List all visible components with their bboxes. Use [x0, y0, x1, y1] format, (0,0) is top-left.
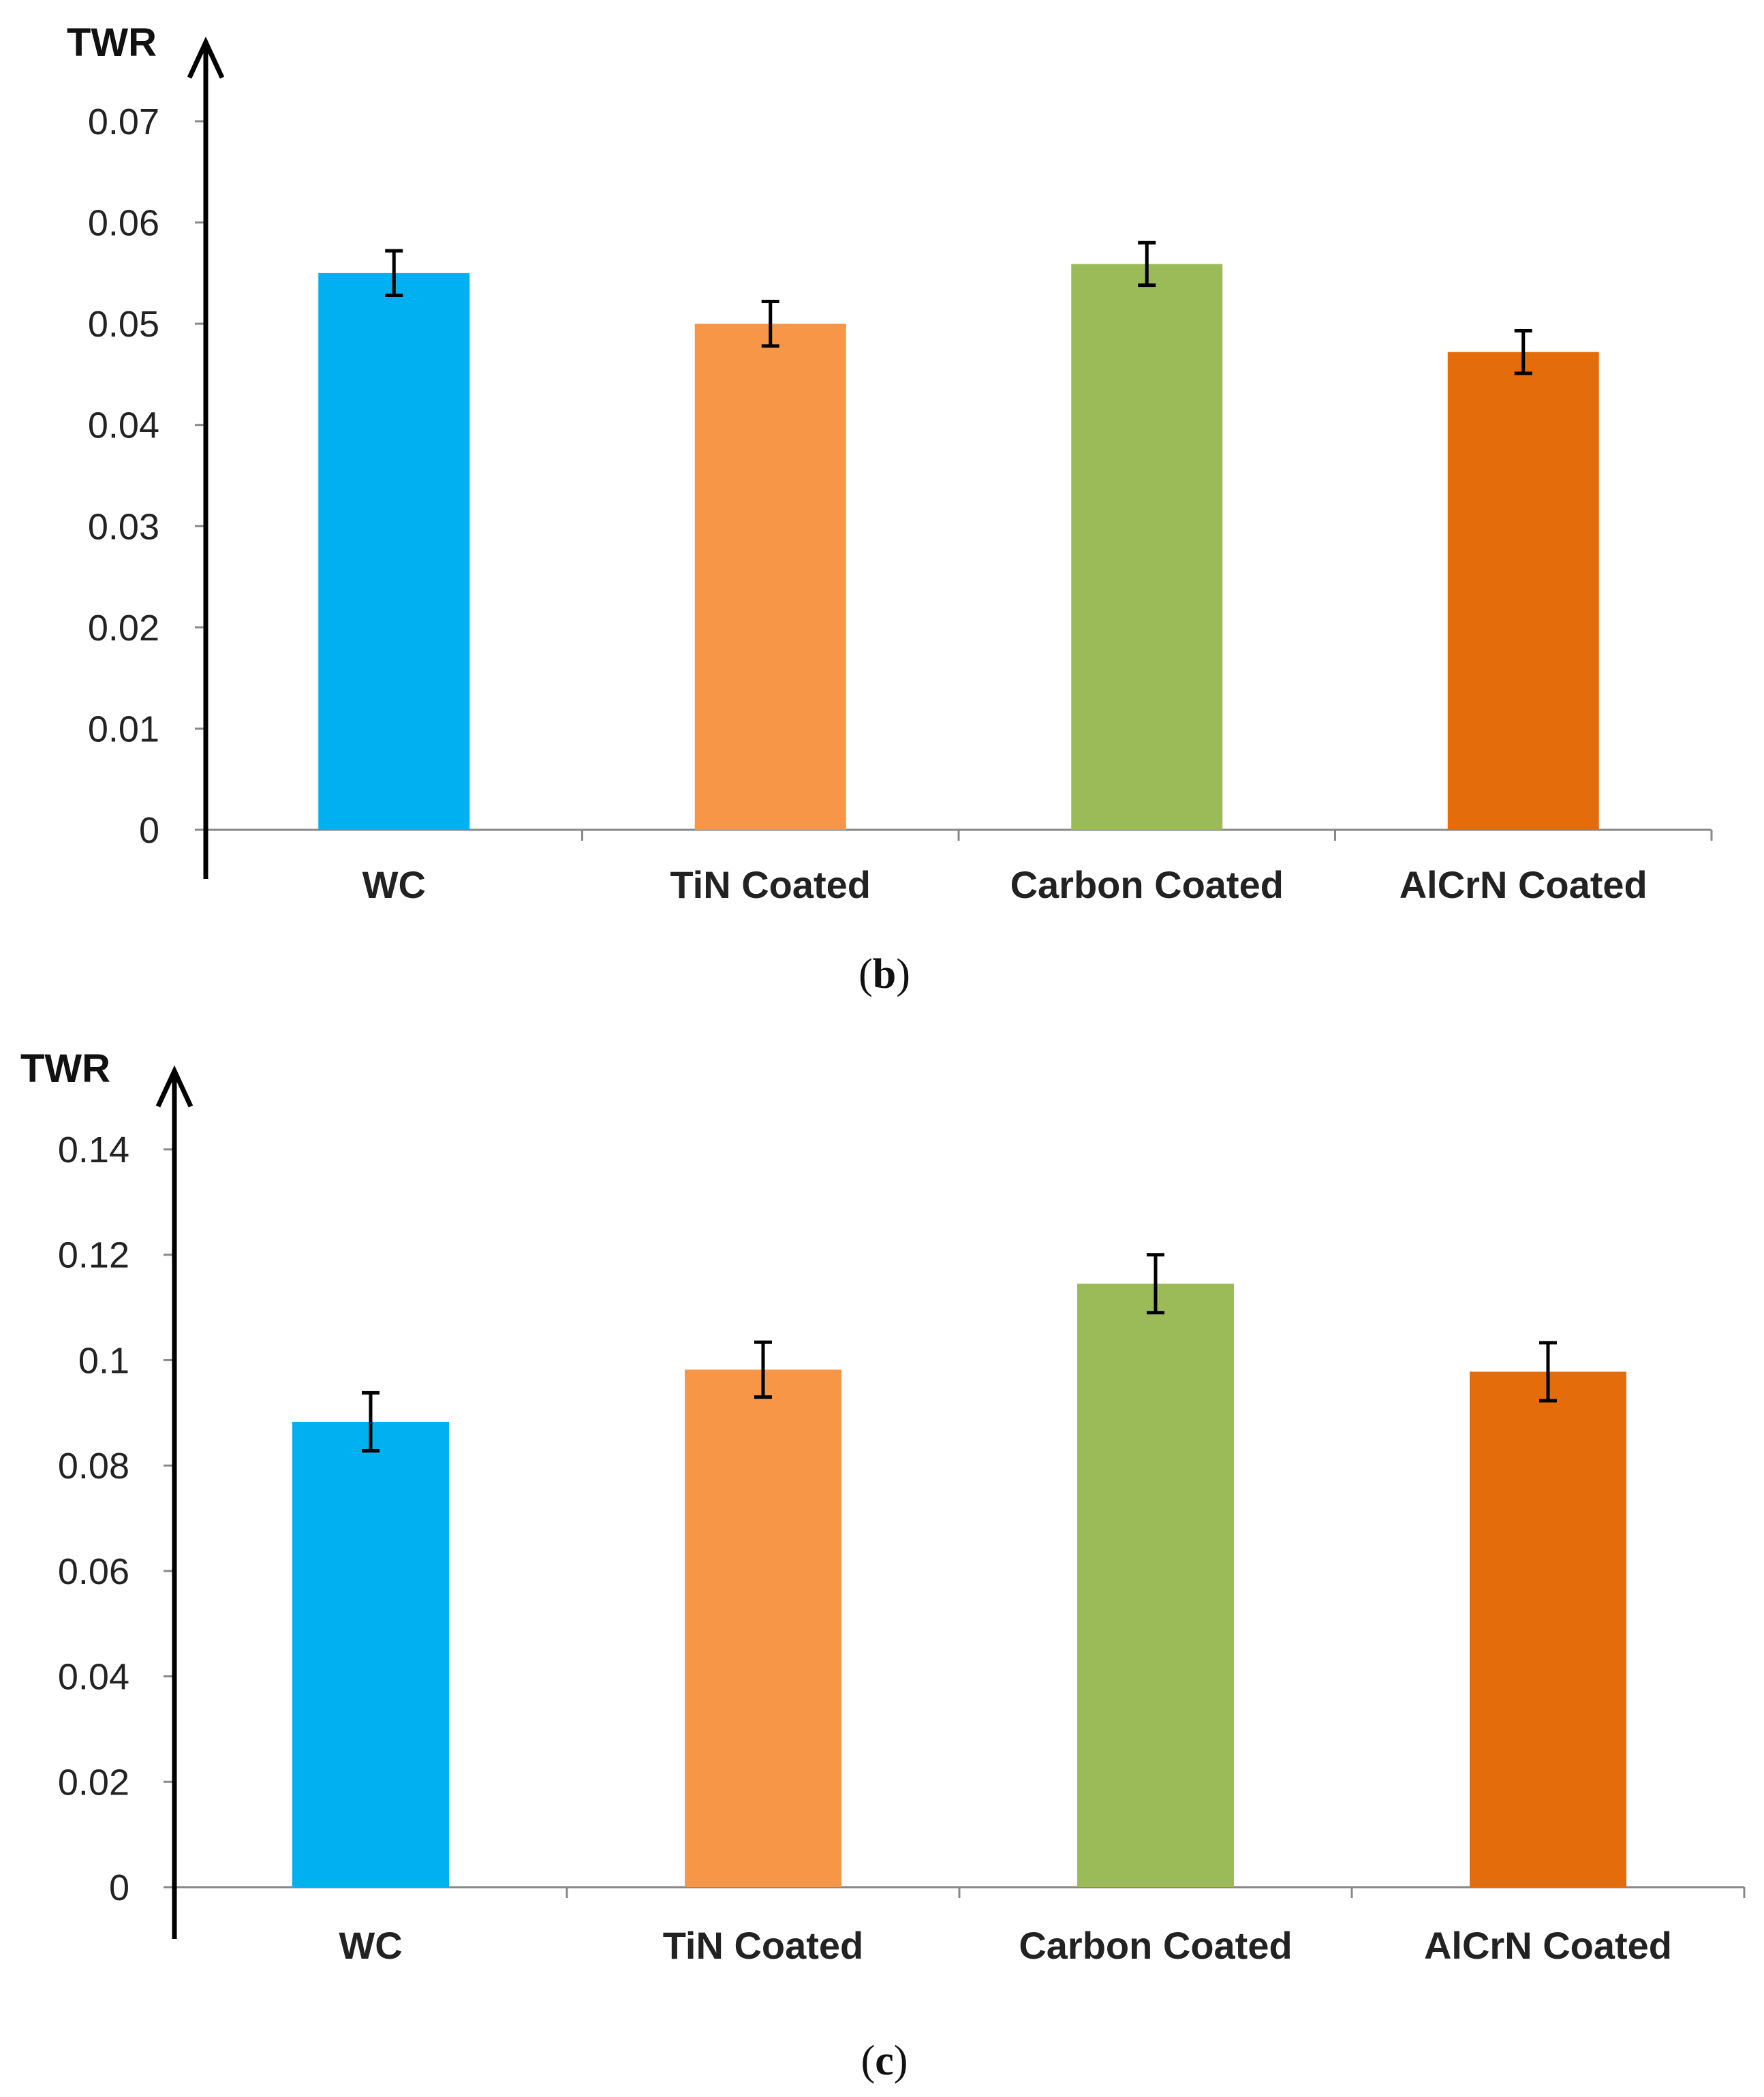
caption-letter: c: [875, 2038, 894, 2084]
category-label: AlCrN Coated: [1424, 1924, 1672, 1967]
bar: [292, 1421, 449, 1887]
y-tick-label: 0.06: [88, 203, 159, 244]
y-tick-label: 0.02: [58, 1762, 129, 1803]
y-tick-label: 0: [139, 810, 159, 851]
caption-close: ): [894, 2038, 908, 2084]
y-axis-arrow: [187, 36, 225, 79]
y-tick-label: 0.06: [58, 1551, 129, 1592]
bar: [1071, 264, 1223, 830]
y-tick-label: 0: [109, 1867, 129, 1908]
category-label: TiN Coated: [663, 1924, 864, 1967]
y-tick-label: 0.05: [88, 304, 159, 345]
y-axis-title: TWR: [67, 20, 157, 65]
caption-open: (: [858, 951, 873, 997]
category-label: WC: [362, 863, 426, 906]
caption-letter: b: [873, 951, 896, 997]
y-tick-label: 0.14: [58, 1130, 129, 1170]
caption-close: ): [896, 951, 910, 997]
y-tick-label: 0.01: [88, 709, 159, 749]
category-label: WC: [339, 1924, 402, 1967]
bar: [694, 324, 846, 830]
y-tick-label: 0.04: [88, 405, 159, 446]
bar: [1077, 1284, 1234, 1887]
caption-open: (: [861, 2038, 876, 2084]
y-tick-label: 0.04: [58, 1657, 129, 1698]
y-axis-title: TWR: [20, 1046, 110, 1091]
y-tick-label: 0.12: [58, 1235, 129, 1276]
category-label: Carbon Coated: [1010, 863, 1284, 906]
bar: [1470, 1371, 1626, 1887]
category-label: AlCrN Coated: [1399, 863, 1647, 906]
y-tick-label: 0.03: [88, 506, 159, 547]
y-axis-arrow: [155, 1065, 194, 1108]
y-tick-label: 0.07: [88, 102, 159, 142]
chart-b: TWR (b) 0 0.01 0.02 0.03 0.04 0.05 0.06 0.07 WC T…: [67, 20, 1713, 997]
figure-caption: (c): [861, 2038, 908, 2084]
y-tick-label: 0.02: [88, 608, 159, 649]
bar: [1447, 352, 1599, 830]
category-label: TiN Coated: [670, 863, 871, 906]
category-label: Carbon Coated: [1019, 1924, 1292, 1967]
y-tick-label: 0.1: [78, 1340, 129, 1381]
bar: [318, 273, 470, 830]
bar: [685, 1369, 841, 1887]
y-tick-label: 0.08: [58, 1446, 129, 1487]
figure-caption: (b): [858, 951, 910, 997]
chart-c: TWR (c) 0 0.02 0.04 0.06 0.08 0.1 0.12 0.14 WC Ti…: [20, 1046, 1746, 2084]
